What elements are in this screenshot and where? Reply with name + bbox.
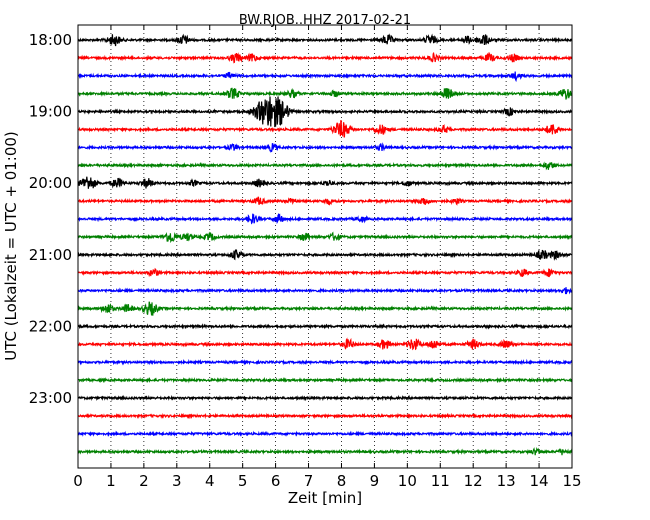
y-tick-label: 22:00	[29, 317, 72, 335]
x-tick-label: 13	[497, 472, 516, 490]
x-axis-ticks: 0 1 2 3 4 5 6 7 8 9 10 11 12 13 14 15	[73, 25, 582, 490]
y-axis-label: UTC (Lokalzeit = UTC + 01:00)	[2, 131, 20, 361]
x-tick-label: 1	[106, 472, 116, 490]
x-tick-label: 4	[205, 472, 215, 490]
x-tick-label: 7	[304, 472, 314, 490]
trace-line	[77, 212, 573, 225]
x-axis-label: Zeit [min]	[288, 489, 362, 507]
x-tick-label: 12	[464, 472, 483, 490]
trace-line	[77, 412, 573, 420]
y-tick-label: 21:00	[29, 246, 72, 264]
trace-line	[77, 161, 573, 171]
x-tick-label: 15	[562, 472, 581, 490]
trace-line	[77, 287, 573, 295]
trace-line	[77, 249, 573, 261]
plot-frame	[77, 24, 573, 469]
x-tick-label: 11	[431, 472, 450, 490]
trace-line	[77, 71, 573, 83]
grid-lines	[110, 25, 540, 468]
x-tick-label: 6	[271, 472, 281, 490]
trace-line	[77, 33, 573, 47]
y-tick-label: 18:00	[29, 31, 72, 49]
seismic-traces	[77, 33, 573, 456]
trace-line	[77, 337, 573, 351]
x-tick-label: 2	[139, 472, 149, 490]
trace-line	[77, 120, 573, 138]
x-tick-label: 14	[530, 472, 549, 490]
trace-line	[77, 96, 573, 128]
trace-line	[77, 196, 573, 206]
x-tick-label: 3	[172, 472, 182, 490]
y-tick-label: 19:00	[29, 103, 72, 121]
trace-line	[77, 323, 573, 330]
trace-line	[77, 176, 573, 189]
trace-line	[77, 267, 573, 278]
x-tick-label: 0	[73, 472, 83, 490]
trace-line	[77, 51, 573, 64]
chart-title: BW.RJOB..HHZ 2017-02-21	[239, 13, 411, 28]
trace-line	[77, 394, 573, 402]
trace-line	[77, 430, 573, 437]
trace-line	[77, 358, 573, 366]
trace-line	[77, 231, 573, 244]
trace-line	[77, 142, 573, 153]
y-axis-ticks: 18:00 19:00 20:00 21:00 22:00 23:00	[29, 31, 83, 407]
x-tick-label: 10	[398, 472, 417, 490]
trace-line	[77, 376, 573, 384]
x-tick-label: 5	[238, 472, 248, 490]
trace-line	[77, 87, 573, 100]
y-tick-label: 23:00	[29, 389, 72, 407]
trace-line	[77, 446, 573, 456]
y-tick-label: 20:00	[29, 174, 72, 192]
x-tick-label: 9	[370, 472, 380, 490]
trace-line	[77, 301, 573, 316]
x-tick-label: 8	[337, 472, 347, 490]
